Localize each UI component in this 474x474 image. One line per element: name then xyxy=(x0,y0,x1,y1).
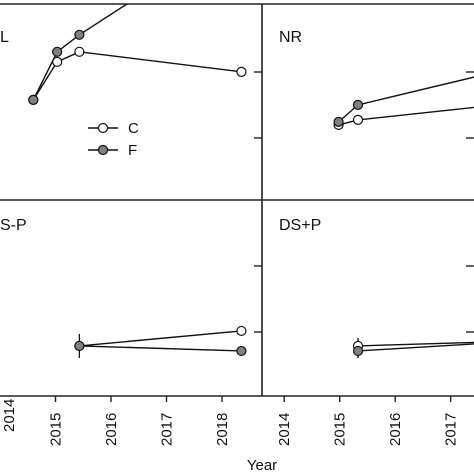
x-tick-label-2015: 2015 xyxy=(48,413,65,446)
data-point-c xyxy=(352,114,364,126)
data-point-c xyxy=(236,66,247,77)
data-point-f xyxy=(28,94,39,105)
data-point-f xyxy=(352,99,364,110)
data-point-f xyxy=(52,46,63,57)
plot-area-3 xyxy=(74,325,247,357)
x-tick-label-2018: 2018 xyxy=(214,413,231,446)
data-point-f xyxy=(352,345,364,357)
x-axis-label: Year xyxy=(247,457,277,474)
data-point-f xyxy=(236,345,247,357)
data-point-f xyxy=(74,340,85,352)
legend-marker-f xyxy=(97,144,109,156)
legend-label-c: C xyxy=(128,120,139,137)
x-tick-label-2016: 2016 xyxy=(103,413,120,446)
plot-area-1 xyxy=(28,4,247,105)
panel-4: DS+P 2014 2015 2016 2017 xyxy=(276,217,474,446)
series-line-c xyxy=(32,51,242,101)
panels: L NR S-P 2015 2016 2017 2018 DS+P 2014 2015 2016 20… xyxy=(0,4,474,446)
panel-title-4: DS+P xyxy=(279,217,321,234)
series-line-c xyxy=(79,330,242,347)
plot-area-2 xyxy=(333,76,474,131)
legend-label-f: F xyxy=(128,142,137,159)
panel-1: L xyxy=(0,4,262,139)
x-tick-label-edge: 2014 xyxy=(1,399,18,432)
panel-title-3: S-P xyxy=(0,217,27,234)
series-line-f xyxy=(357,343,474,352)
series-line-f xyxy=(32,4,129,101)
x-tick-label-2017: 2017 xyxy=(443,413,460,446)
legend: C F xyxy=(88,120,139,159)
plot-area-4 xyxy=(352,340,474,357)
panel-3: S-P 2015 2016 2017 2018 xyxy=(0,217,262,446)
data-point-c xyxy=(74,46,85,57)
frame xyxy=(0,3,474,397)
legend-marker-c xyxy=(97,122,109,134)
panel-2: NR xyxy=(279,29,474,139)
x-tick-label-2014: 2014 xyxy=(276,413,293,446)
data-point-c xyxy=(236,325,247,337)
data-point-f xyxy=(74,29,85,40)
x-tick-label-2017: 2017 xyxy=(159,413,176,446)
series-line-c xyxy=(357,341,474,347)
x-tick-label-2015: 2015 xyxy=(332,413,349,446)
series-line-f xyxy=(338,76,474,123)
panel-title-2: NR xyxy=(279,29,302,46)
x-tick-label-2016: 2016 xyxy=(387,413,404,446)
series-line-f xyxy=(79,345,242,352)
data-point-f xyxy=(333,116,344,128)
panel-title-1: L xyxy=(0,29,9,46)
